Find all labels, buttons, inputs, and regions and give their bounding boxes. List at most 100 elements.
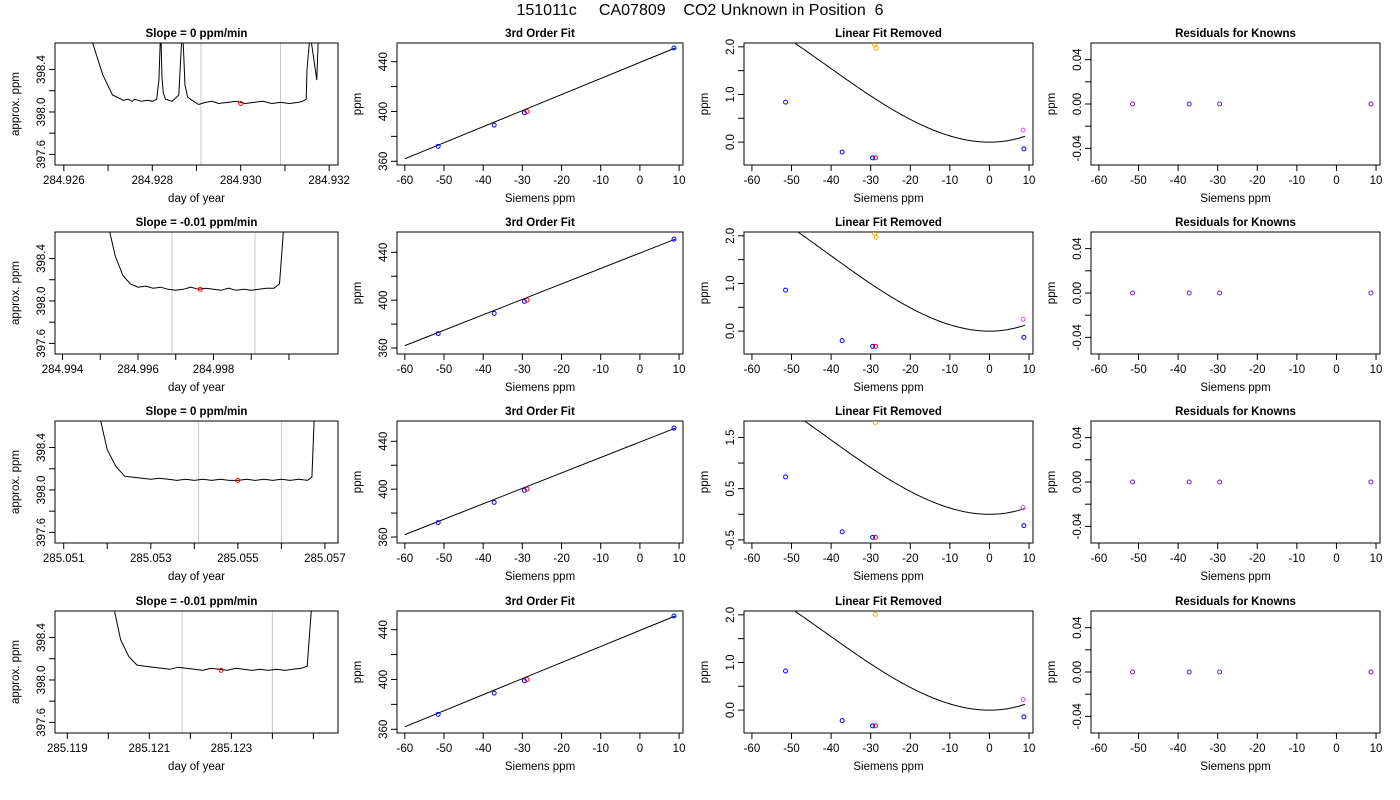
x-tick-label: 285.057 bbox=[304, 553, 346, 565]
panel-title: 3rd Order Fit bbox=[505, 217, 575, 229]
chart-panel-2-3: Linear Fit Removed -60 -50 -40 -30 -20 -10 0 10 S… bbox=[699, 217, 1036, 394]
x-tick-label: 0 bbox=[637, 743, 643, 755]
x-tick-label: 285.053 bbox=[130, 553, 172, 565]
data-point-3 bbox=[1217, 669, 1223, 675]
x-tick-label: -30 bbox=[514, 553, 531, 565]
plot-area bbox=[1130, 669, 1374, 675]
x-tick-label: -50 bbox=[436, 175, 453, 187]
x-axis-label: Siemens ppm bbox=[1200, 761, 1270, 773]
x-tick-label: -40 bbox=[1170, 743, 1187, 755]
plot-frame bbox=[54, 420, 339, 544]
plot-frame bbox=[396, 610, 684, 734]
y-tick-label: 1.5 bbox=[725, 429, 737, 445]
plot-frame bbox=[396, 231, 684, 355]
x-axis-label: Siemens ppm bbox=[505, 193, 575, 205]
y-axis-label: ppm bbox=[1046, 93, 1058, 115]
y-axis-label: ppm bbox=[352, 282, 364, 304]
x-tick-label: 0 bbox=[1333, 743, 1339, 755]
y-tick-label: 398.4 bbox=[36, 244, 48, 273]
y-tick-label: 1.0 bbox=[725, 275, 737, 291]
x-tick-label: -50 bbox=[783, 553, 800, 565]
y-tick-label: 0.04 bbox=[1072, 48, 1084, 71]
y-tick-label: 398.0 bbox=[36, 476, 48, 505]
data-point-7 bbox=[1021, 146, 1027, 152]
data-point-3 bbox=[870, 155, 876, 161]
x-tick-label: 10 bbox=[673, 175, 686, 187]
x-tick-label: -60 bbox=[1091, 743, 1108, 755]
x-tick-label: 285.121 bbox=[129, 743, 171, 755]
x-tick-label: -20 bbox=[1249, 175, 1266, 187]
data-point-1 bbox=[435, 520, 441, 526]
x-tick-label: -30 bbox=[1209, 364, 1226, 376]
x-axis-label: Siemens ppm bbox=[505, 571, 575, 583]
data-point-6 bbox=[1021, 523, 1027, 529]
chart-panel-1-4: Residuals for Knowns -60 -50 -40 -30 -20 -10 0 1… bbox=[1046, 28, 1382, 205]
y-tick-label: -0.04 bbox=[1072, 703, 1084, 730]
x-tick-label: -10 bbox=[942, 553, 959, 565]
y-tick-label: 0.00 bbox=[1072, 93, 1084, 115]
plot-area bbox=[404, 45, 677, 160]
x-axis-label: Siemens ppm bbox=[853, 571, 923, 583]
x-tick-label: 284.996 bbox=[117, 364, 159, 376]
x-tick-label: 0 bbox=[1333, 364, 1339, 376]
data-point-2 bbox=[491, 122, 497, 128]
x-tick-label: -20 bbox=[553, 743, 570, 755]
data-point-4 bbox=[1368, 101, 1374, 107]
x-tick-label: -20 bbox=[1249, 553, 1266, 565]
data-point-5 bbox=[872, 611, 878, 617]
data-point-5 bbox=[872, 421, 878, 426]
chart-panel-4-3: Linear Fit Removed -60 -50 -40 -30 -20 -10 0 10 S… bbox=[699, 596, 1035, 773]
chart-panel-4-4: Residuals for Knowns -60 -50 -40 -30 -20 -10 0 1… bbox=[1046, 596, 1382, 773]
x-tick-label: 10 bbox=[1370, 364, 1383, 376]
panel-title: Residuals for Knowns bbox=[1175, 28, 1296, 40]
x-tick-label: -40 bbox=[1170, 364, 1187, 376]
x-tick-label: 285.119 bbox=[47, 743, 88, 755]
x-tick-label: -30 bbox=[514, 364, 531, 376]
x-tick-label: 10 bbox=[673, 743, 686, 755]
y-tick-label: 0.04 bbox=[1072, 237, 1084, 260]
x-tick-label: -50 bbox=[1130, 743, 1147, 755]
data-point-2 bbox=[491, 310, 497, 316]
x-tick-label: 10 bbox=[1023, 364, 1036, 376]
data-point-2 bbox=[839, 529, 845, 535]
x-tick-label: -40 bbox=[475, 743, 492, 755]
y-tick-label: 398.4 bbox=[36, 433, 48, 462]
x-axis-label: day of year bbox=[168, 761, 225, 773]
x-tick-label: -40 bbox=[1170, 175, 1187, 187]
x-tick-label: -10 bbox=[1289, 553, 1306, 565]
x-tick-label: 10 bbox=[1023, 553, 1036, 565]
data-point-1 bbox=[435, 331, 441, 337]
data-point-3 bbox=[870, 534, 876, 540]
x-tick-label: -20 bbox=[553, 175, 570, 187]
y-axis-label: ppm bbox=[1046, 282, 1058, 304]
y-tick-label: 400 bbox=[378, 670, 390, 689]
data-point-2 bbox=[491, 690, 497, 696]
data-point-8 bbox=[1020, 127, 1026, 133]
plot-frame bbox=[396, 42, 684, 166]
x-tick-label: 285.123 bbox=[211, 743, 253, 755]
fit-line bbox=[404, 47, 676, 160]
data-point-4 bbox=[872, 534, 878, 540]
y-tick-label: 398.4 bbox=[36, 55, 48, 84]
chart-panel-1-3: Linear Fit Removed -60 -50 -40 -30 -20 -10 0 10 S… bbox=[699, 28, 1035, 205]
y-tick-label: 2.0 bbox=[725, 39, 737, 55]
y-tick-label: -0.04 bbox=[1072, 513, 1084, 540]
y-axis-label: ppm bbox=[699, 661, 711, 683]
data-point-5 bbox=[671, 45, 677, 51]
data-point-1 bbox=[1130, 479, 1136, 485]
plot-area bbox=[1130, 479, 1374, 485]
fit-line bbox=[404, 427, 676, 536]
y-axis-label: approx. ppm bbox=[10, 640, 22, 704]
fit-line bbox=[404, 615, 676, 728]
panel-title: 3rd Order Fit bbox=[505, 596, 575, 608]
data-point-7 bbox=[1021, 334, 1027, 340]
x-tick-label: 0 bbox=[637, 553, 643, 565]
chart-panel-1-1: Slope = 0 ppm/min 284.926 284.928 284.930 28… bbox=[10, 28, 350, 205]
panel-title: Slope = -0.01 ppm/min bbox=[136, 596, 258, 608]
chart-panel-2-4: Residuals for Knowns -60 -50 -40 -30 -20 -10 0 1… bbox=[1046, 217, 1382, 394]
x-tick-label: -20 bbox=[902, 553, 919, 565]
x-tick-label: 0 bbox=[986, 743, 992, 755]
y-tick-label: 360 bbox=[378, 338, 390, 357]
data-point-3 bbox=[521, 298, 527, 304]
y-tick-label: 397.6 bbox=[36, 140, 48, 169]
